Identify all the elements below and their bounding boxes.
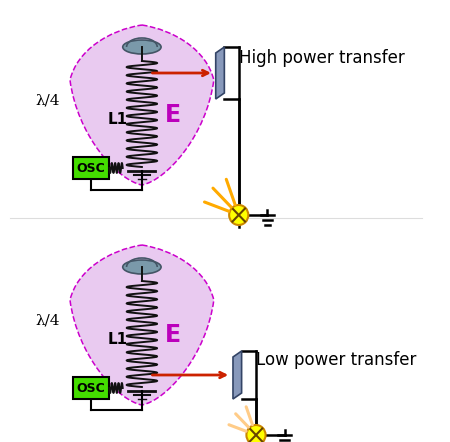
Text: Low power transfer: Low power transfer [256,351,416,369]
Polygon shape [233,351,242,399]
Circle shape [247,425,266,442]
PathPatch shape [70,25,214,185]
Ellipse shape [123,40,161,54]
PathPatch shape [70,245,214,405]
Text: L1: L1 [108,332,128,347]
Text: λ/4: λ/4 [36,313,60,327]
Text: OSC: OSC [76,161,105,175]
Text: E: E [165,103,180,127]
Text: High power transfer: High power transfer [239,49,405,67]
Text: L1: L1 [108,113,128,127]
Text: λ/4: λ/4 [36,93,60,107]
Polygon shape [216,47,225,99]
Text: OSC: OSC [76,381,105,395]
Ellipse shape [123,260,161,274]
FancyBboxPatch shape [73,377,109,399]
Text: E: E [165,323,180,347]
Circle shape [229,205,248,225]
FancyBboxPatch shape [73,157,109,179]
